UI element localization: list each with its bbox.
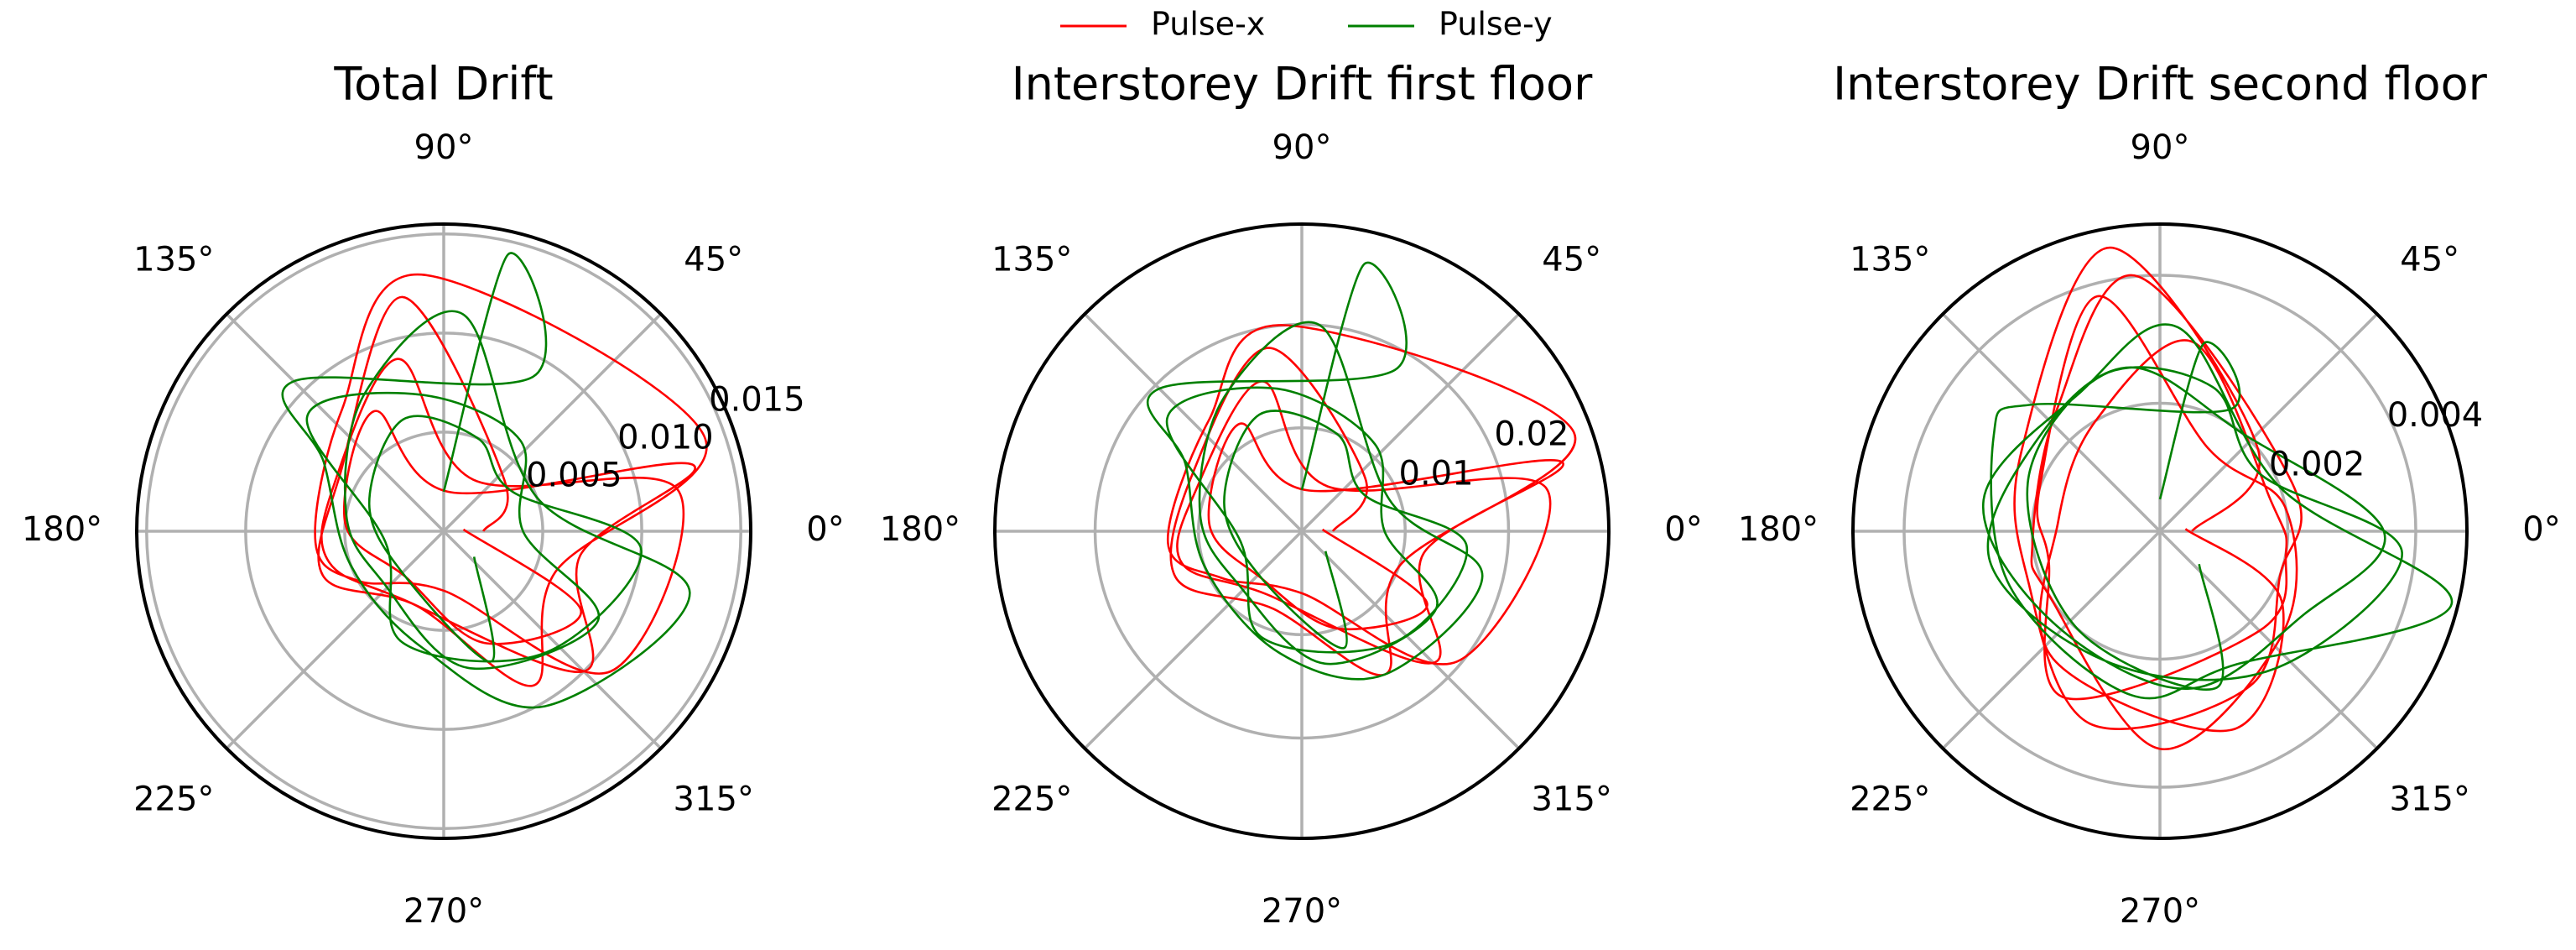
legend-label: Pulse-y bbox=[1439, 6, 1553, 43]
radial-tick-label: 0.01 bbox=[1399, 455, 1474, 493]
angle-tick-label: 90° bbox=[1272, 128, 1332, 167]
grid-ring bbox=[1197, 426, 1407, 636]
angle-tick-label: 180° bbox=[1738, 510, 1819, 549]
angle-tick-label: 315° bbox=[674, 780, 754, 819]
polar-frame bbox=[1851, 222, 2469, 840]
chart-title: Interstorey Drift first floor bbox=[1012, 58, 1593, 111]
grid-spoke bbox=[1300, 530, 1521, 750]
angle-tick-label: 135° bbox=[1850, 240, 1930, 279]
series-line bbox=[1167, 324, 1577, 676]
grid-ring bbox=[244, 331, 643, 731]
angle-tick-label: 135° bbox=[991, 240, 1072, 279]
chart-title: Interstorey Drift second floor bbox=[1833, 58, 2487, 111]
grid-spoke bbox=[225, 530, 445, 750]
grid-spoke bbox=[1300, 312, 1521, 533]
grid-spoke bbox=[2158, 312, 2379, 533]
grid-ring bbox=[343, 431, 544, 632]
legend-label: Pulse-x bbox=[1151, 6, 1265, 43]
grid-spoke bbox=[225, 312, 445, 533]
angle-tick-label: 45° bbox=[1542, 240, 1601, 279]
angle-tick-label: 0° bbox=[2522, 510, 2560, 549]
angle-tick-label: 315° bbox=[2390, 780, 2470, 819]
angle-tick-label: 0° bbox=[1664, 510, 1702, 549]
angle-tick-label: 270° bbox=[403, 892, 484, 931]
angle-tick-label: 225° bbox=[1850, 780, 1930, 819]
radial-tick-label: 0.02 bbox=[1494, 415, 1569, 454]
angle-tick-label: 270° bbox=[2120, 892, 2200, 931]
polar-frame bbox=[993, 222, 1611, 840]
radial-tick-label: 0.002 bbox=[2269, 446, 2365, 484]
angle-tick-label: 45° bbox=[2400, 240, 2459, 279]
chart-title: Total Drift bbox=[333, 58, 553, 111]
radial-tick-label: 0.004 bbox=[2387, 396, 2484, 435]
grid-spoke bbox=[1083, 530, 1304, 750]
grid-spoke bbox=[1083, 312, 1304, 533]
polar-chart: Interstorey Drift first floor 0° 45° 90° 135… bbox=[880, 58, 1703, 931]
angle-tick-label: 135° bbox=[133, 240, 214, 279]
grid-spoke bbox=[442, 312, 663, 533]
legend: Pulse-x Pulse-y bbox=[1060, 6, 1553, 43]
angle-tick-label: 90° bbox=[2131, 128, 2190, 167]
grid-ring bbox=[1902, 274, 2417, 789]
angle-tick-label: 90° bbox=[414, 128, 474, 167]
grid-spoke bbox=[2158, 530, 2379, 750]
polar-chart: Total Drift 0° 45° 90° 135° 180° 225° 270° 315° 0… bbox=[22, 58, 845, 931]
series-line bbox=[281, 252, 691, 709]
angle-tick-label: 225° bbox=[991, 780, 1072, 819]
angle-tick-label: 270° bbox=[1262, 892, 1342, 931]
series-line bbox=[1982, 323, 2454, 700]
grid-ring bbox=[145, 232, 742, 830]
radial-tick-label: 0.015 bbox=[709, 380, 805, 419]
radial-tick-label: 0.005 bbox=[526, 457, 622, 495]
angle-tick-label: 315° bbox=[1532, 780, 1612, 819]
polar-frame bbox=[135, 222, 752, 840]
angle-tick-label: 180° bbox=[22, 510, 102, 549]
angle-tick-label: 0° bbox=[806, 510, 844, 549]
series-line bbox=[2013, 246, 2303, 750]
grid-ring bbox=[1093, 322, 1511, 740]
angle-tick-label: 225° bbox=[133, 780, 214, 819]
polar-chart: Interstorey Drift second floor 0° 45° 90° 13… bbox=[1738, 58, 2561, 931]
angle-tick-label: 180° bbox=[880, 510, 960, 549]
grid-spoke bbox=[442, 530, 663, 750]
series-line bbox=[1146, 261, 1484, 681]
angle-tick-label: 45° bbox=[684, 240, 743, 279]
radial-tick-label: 0.010 bbox=[617, 419, 714, 457]
series-line bbox=[314, 273, 708, 687]
